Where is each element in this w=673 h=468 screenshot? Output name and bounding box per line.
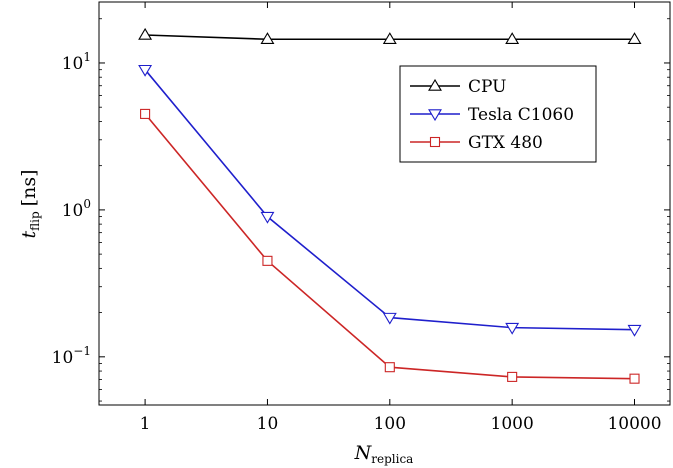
legend-marker (429, 136, 441, 148)
x-tick-label: 100 (374, 414, 406, 434)
data-point (627, 32, 642, 45)
plot-frame (98, 1, 671, 406)
y-axis-label: tflip [ns] (18, 170, 42, 239)
data-point (138, 27, 153, 40)
data-point (505, 322, 520, 335)
legend-label: CPU (468, 77, 506, 97)
y-tick-label: 100 (62, 197, 91, 221)
legend-label: Tesla C1060 (468, 105, 574, 125)
data-point (138, 64, 153, 77)
x-axis-label-sub: replica (371, 452, 413, 466)
data-point (262, 255, 273, 266)
data-point (627, 324, 642, 337)
data-point (382, 32, 397, 45)
x-tick-label: 1 (140, 414, 151, 434)
data-point (140, 108, 151, 119)
data-point (260, 211, 275, 224)
y-axis-label-unit: [ns] (18, 170, 40, 207)
x-axis-label: Nreplica (354, 442, 414, 466)
y-tick-label: 101 (62, 50, 91, 74)
data-point (507, 371, 518, 382)
x-tick-label: 1000 (491, 414, 534, 434)
x-tick-label: 10 (257, 414, 279, 434)
y-tick-label: 10−1 (52, 344, 91, 368)
legend-marker (428, 78, 442, 91)
data-point (629, 373, 640, 384)
legend-marker (428, 109, 442, 122)
data-point (384, 362, 395, 373)
legend-label: GTX 480 (468, 133, 543, 153)
x-tick-label: 10000 (607, 414, 661, 434)
data-point (505, 32, 520, 45)
data-point (260, 32, 275, 45)
series-group (138, 27, 642, 384)
x-axis-label-main: N (354, 442, 373, 464)
legend: CPU Tesla C1060 GTX 480 (399, 65, 597, 163)
y-axis-label-sub: flip (28, 211, 42, 231)
axis-ticks: 1 10 100 1000 10000 10−1 100 101 (52, 2, 670, 434)
y-axis-label-main: t (18, 230, 40, 238)
data-point (382, 312, 397, 325)
